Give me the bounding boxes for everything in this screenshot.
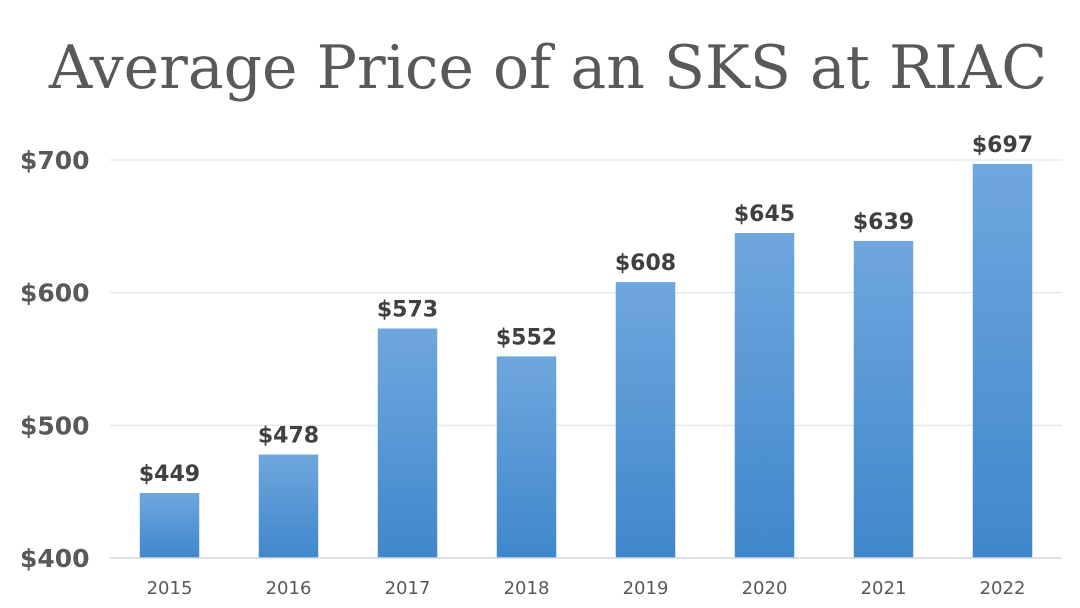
y-tick-label: $600 [20,279,90,308]
data-label-2020: $645 [734,202,795,227]
data-label-2021: $639 [853,210,914,235]
bar-2015 [139,492,200,558]
bars [139,163,1033,559]
bar-2017 [377,328,438,558]
data-label-2017: $573 [377,297,438,322]
y-tick-label: $400 [20,544,90,573]
x-tick-label-2018: 2018 [504,578,550,599]
y-axis-tick-labels: $400 $500 $600 $700 [20,146,90,573]
x-tick-label-2017: 2017 [385,578,431,599]
gridlines [110,159,1062,426]
chart-title: Average Price of an SKS at RIAC [48,33,1047,103]
bar-2022 [972,163,1033,559]
x-tick-label-2016: 2016 [266,578,312,599]
x-tick-label-2020: 2020 [742,578,788,599]
bar-2016 [258,454,319,558]
x-tick-label-2022: 2022 [980,578,1026,599]
y-tick-label: $700 [20,146,90,175]
x-tick-label-2019: 2019 [623,578,669,599]
data-label-2015: $449 [139,462,200,487]
x-axis-tick-labels: 2015 2016 2017 2018 2019 2020 2021 2022 [147,578,1026,599]
bar-2020 [734,232,795,558]
x-tick-label-2021: 2021 [861,578,907,599]
data-label-2018: $552 [496,325,557,350]
y-tick-label: $500 [20,411,90,440]
data-label-2016: $478 [258,424,319,449]
bar-2018 [496,356,557,558]
data-label-2019: $608 [615,251,676,276]
data-label-2022: $697 [972,133,1033,158]
bar-2021 [853,240,914,558]
bar-2019 [615,282,676,558]
data-labels: $449 $478 $573 $552 $608 $645 $639 $697 [139,133,1033,487]
x-tick-label-2015: 2015 [147,578,193,599]
